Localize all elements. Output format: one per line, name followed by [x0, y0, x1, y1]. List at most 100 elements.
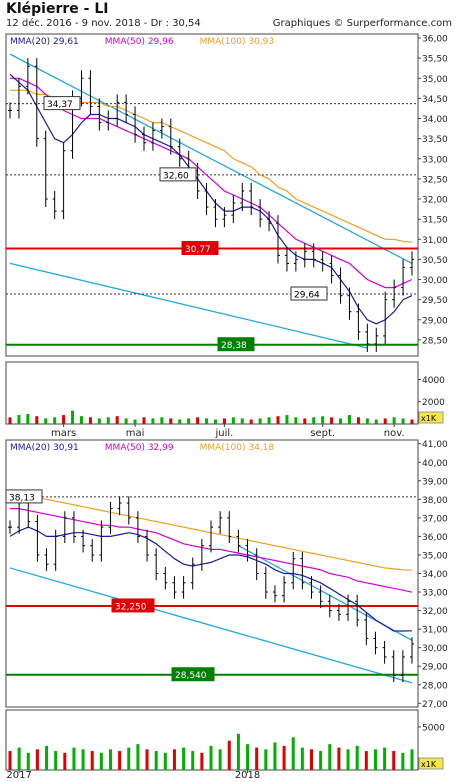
ma-legend-entry: MMA(100) 34,18 [200, 443, 275, 453]
volume-bar [347, 415, 351, 424]
y-tick-label: 35,00 [422, 551, 448, 561]
volume-bar [365, 418, 369, 424]
ma-legend-entry: MMA(100) 30,93 [200, 37, 275, 47]
volume-bar [160, 417, 164, 424]
y-tick-label: 32,00 [422, 196, 448, 206]
volume-bar [90, 751, 94, 770]
volume-bar [45, 745, 49, 770]
ma-legend-entry: MMA(50) 32,99 [105, 443, 174, 453]
volume-bar [124, 418, 128, 424]
volume-bar [392, 751, 396, 770]
volume-bar [258, 418, 262, 424]
volume-bar [401, 418, 405, 424]
ma-legend-entry: MMA(50) 29,96 [105, 37, 174, 47]
volume-bar [88, 417, 92, 424]
volume-bar [356, 417, 360, 424]
y-tick-label: 36,00 [422, 533, 448, 543]
level-label-box [181, 241, 219, 256]
volume-bar [26, 413, 30, 424]
volume-bar [191, 751, 195, 770]
volume-bar [255, 747, 259, 770]
volume-bar [35, 416, 39, 424]
volume-bar [328, 744, 332, 770]
trend-line [9, 262, 368, 349]
y-tick-label: 35,50 [422, 55, 448, 65]
y-tick-label: 33,00 [422, 589, 448, 599]
volume-bar [410, 749, 414, 770]
x-tick-label: mars [51, 428, 76, 439]
volume-bar [145, 749, 149, 770]
volume-bar [196, 417, 200, 424]
y-tick-label: 28,50 [422, 336, 448, 346]
volume-bar [213, 419, 217, 424]
y-tick-label: 30,00 [422, 644, 448, 654]
level-label: 34,37 [47, 100, 73, 110]
volume-bar [337, 747, 341, 770]
volume-unit-badge [418, 757, 444, 770]
volume-bar [142, 417, 146, 424]
volume-bar [303, 418, 307, 424]
volume-bar [8, 751, 12, 770]
volume-bar [133, 419, 137, 424]
volume-bar [205, 418, 209, 424]
volume-bar [169, 418, 173, 424]
volume-bar [178, 419, 182, 424]
volume-bar [294, 417, 298, 424]
volume-bar [127, 747, 131, 770]
level-label: 32,60 [163, 171, 189, 181]
ma20-line [9, 526, 413, 632]
y-tick-label: 28,00 [422, 681, 448, 691]
x-tick-label: mai [126, 428, 145, 439]
x-tick-label: 2018 [235, 770, 260, 781]
volume-bar [26, 752, 30, 770]
price-panel-frame [5, 439, 419, 708]
volume-bar [319, 751, 323, 770]
volume-bar [218, 749, 222, 770]
volume-bar [364, 751, 368, 770]
volume-bar [72, 747, 76, 770]
volume-bar [236, 733, 240, 770]
volume-bar [401, 752, 405, 770]
volume-bar [62, 415, 66, 424]
y-tick-label: 40,00 [422, 459, 448, 469]
volume-bar [273, 742, 277, 770]
y-tick-label: 27,00 [422, 700, 448, 710]
level-label-box [5, 489, 43, 504]
volume-bar [312, 417, 316, 424]
level-label: 32,250 [115, 602, 147, 612]
level-label-box [171, 667, 215, 682]
volume-bar [282, 745, 286, 770]
ma-legend-entry: MMA(20) 30,91 [10, 443, 79, 453]
volume-bar [339, 418, 343, 424]
volume-bar [163, 752, 167, 770]
volume-bar [17, 747, 21, 770]
volume-bar [374, 419, 378, 424]
volume-bar [300, 747, 304, 770]
y-tick-label: 41,00 [422, 440, 448, 450]
volume-bar [187, 418, 191, 424]
volume-bar [227, 740, 231, 770]
x-tick-label: nov. [384, 428, 405, 439]
volume-bar [53, 417, 57, 424]
ma50-line [10, 77, 413, 289]
volume-bar [264, 749, 268, 770]
y-tick-label: 31,00 [422, 236, 448, 246]
volume-bar [267, 417, 271, 424]
volume-panel-frame [5, 361, 419, 425]
price-panel-frame [5, 33, 419, 357]
y-tick-label: 31,00 [422, 626, 448, 636]
volume-unit-label: x1K [421, 414, 437, 423]
y-tick-label: 34,00 [422, 115, 448, 125]
ma20-line [9, 73, 413, 325]
y-tick-label: 32,50 [422, 175, 448, 185]
y-tick-label: 34,50 [422, 95, 448, 105]
y-tick-label: 32,00 [422, 607, 448, 617]
volume-bar [17, 415, 21, 424]
y-tick-label: 38,00 [422, 496, 448, 506]
y-tick-label: 33,00 [422, 155, 448, 165]
volume-bar [383, 418, 387, 424]
volume-bar [222, 418, 226, 424]
volume-bar [231, 417, 235, 424]
ma-legend-entry: MMA(20) 29,61 [10, 37, 79, 47]
